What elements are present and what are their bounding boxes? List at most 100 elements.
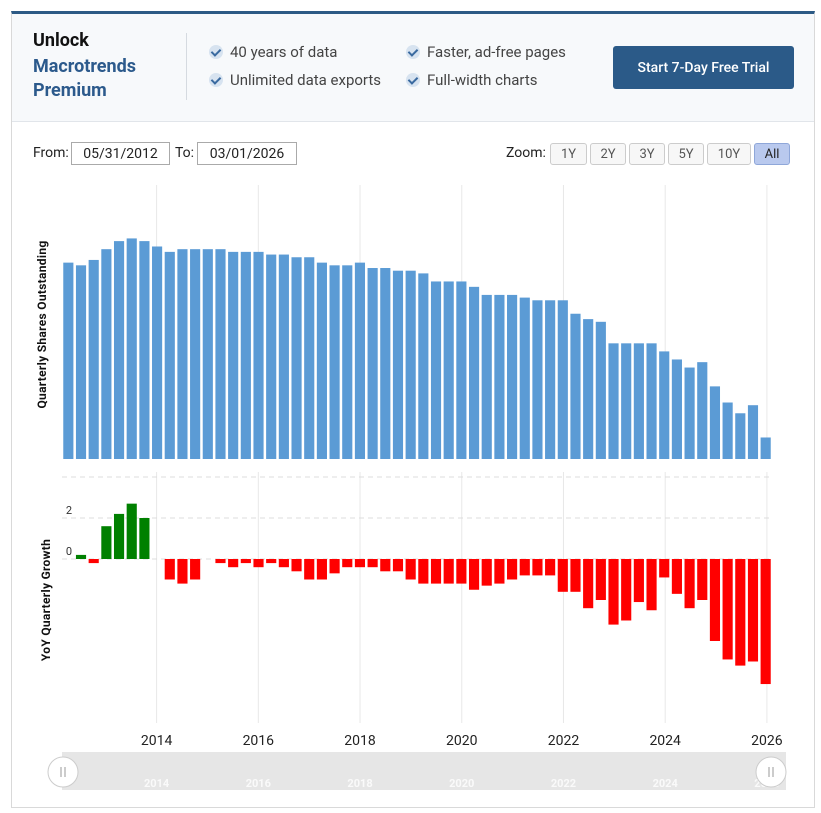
bar bbox=[735, 559, 746, 666]
bar bbox=[113, 241, 125, 459]
bar bbox=[266, 254, 277, 459]
bar bbox=[468, 559, 480, 590]
zoom-button[interactable]: 10Y bbox=[707, 143, 751, 165]
bar bbox=[63, 262, 74, 459]
from-input[interactable]: 05/31/2012 bbox=[71, 142, 170, 165]
bar bbox=[278, 254, 289, 459]
banner-title: Unlock bbox=[33, 30, 89, 51]
bar bbox=[113, 513, 125, 559]
bar bbox=[456, 281, 467, 459]
bar bbox=[468, 286, 480, 459]
bar bbox=[570, 559, 581, 592]
bar bbox=[722, 402, 733, 459]
bar bbox=[671, 359, 682, 459]
bar bbox=[659, 559, 670, 578]
bar bbox=[519, 559, 530, 576]
bar bbox=[367, 559, 378, 568]
navigator-handle[interactable] bbox=[47, 756, 79, 788]
bar bbox=[608, 343, 619, 459]
bar bbox=[671, 559, 682, 594]
bar bbox=[75, 265, 87, 459]
bar bbox=[735, 413, 746, 459]
navigator-label: 2016 bbox=[246, 777, 271, 790]
bar bbox=[608, 559, 619, 625]
bar bbox=[494, 294, 505, 459]
bar bbox=[291, 257, 302, 459]
bar bbox=[583, 319, 594, 459]
bar bbox=[583, 559, 594, 609]
bar bbox=[405, 559, 416, 580]
zoom-button[interactable]: 5Y bbox=[668, 143, 704, 165]
bar bbox=[418, 559, 429, 584]
bar bbox=[228, 559, 239, 568]
navigator-handle[interactable] bbox=[755, 756, 787, 788]
check-icon bbox=[209, 45, 223, 59]
bar bbox=[405, 270, 416, 459]
bar bbox=[367, 268, 378, 459]
bar bbox=[164, 559, 175, 580]
bar bbox=[443, 281, 454, 459]
x-tick-label: 2014 bbox=[141, 733, 173, 749]
feature-text: Full-width charts bbox=[427, 71, 538, 89]
bar bbox=[633, 343, 644, 459]
bar bbox=[240, 559, 251, 564]
feature: Unlimited data exports bbox=[209, 71, 381, 89]
bar bbox=[418, 273, 429, 459]
bar bbox=[126, 503, 137, 559]
bar bbox=[697, 362, 708, 459]
bar bbox=[659, 351, 670, 459]
bar bbox=[126, 238, 137, 459]
zoom-button[interactable]: 2Y bbox=[590, 143, 626, 165]
navigator-label: 2020 bbox=[449, 777, 474, 790]
zoom-button[interactable]: 3Y bbox=[629, 143, 665, 165]
bar bbox=[139, 518, 150, 559]
bar bbox=[532, 300, 543, 459]
zoom-button[interactable]: 1Y bbox=[550, 143, 587, 165]
divider bbox=[186, 33, 187, 100]
bar bbox=[278, 559, 289, 568]
bar bbox=[557, 559, 568, 592]
x-tick-label: 2024 bbox=[649, 733, 681, 749]
bar bbox=[430, 281, 442, 459]
feature: 40 years of data bbox=[209, 43, 337, 61]
bar bbox=[240, 251, 251, 459]
bar bbox=[519, 297, 530, 459]
bar bbox=[760, 559, 771, 685]
navigator bbox=[62, 752, 786, 790]
bar bbox=[760, 437, 771, 459]
bar bbox=[494, 559, 505, 584]
banner-subtitle: Macrotrends Premium bbox=[33, 56, 136, 101]
check-icon bbox=[406, 73, 420, 87]
bar bbox=[507, 559, 518, 580]
bar bbox=[215, 559, 226, 564]
bar bbox=[621, 559, 632, 621]
to-input[interactable]: 03/01/2026 bbox=[197, 142, 297, 165]
zoom-button[interactable]: All bbox=[754, 143, 790, 165]
bar bbox=[342, 265, 353, 459]
bar bbox=[316, 559, 327, 580]
y-tick-label: 2 bbox=[66, 504, 72, 517]
from-label: From: bbox=[33, 145, 69, 161]
bar bbox=[646, 559, 657, 611]
bar bbox=[342, 559, 353, 568]
bar bbox=[684, 367, 695, 459]
bar bbox=[722, 559, 733, 660]
bar bbox=[202, 249, 213, 459]
bar bbox=[507, 294, 518, 459]
bar bbox=[329, 265, 340, 459]
bar bbox=[88, 259, 99, 459]
check-icon bbox=[209, 73, 223, 87]
bar bbox=[164, 251, 175, 459]
check-icon bbox=[406, 45, 420, 59]
x-tick-label: 2022 bbox=[548, 733, 580, 749]
feature-text: Faster, ad-free pages bbox=[427, 43, 566, 61]
bar bbox=[481, 294, 492, 459]
bar bbox=[316, 262, 327, 459]
trial-button[interactable]: Start 7-Day Free Trial bbox=[613, 46, 794, 89]
bar bbox=[633, 559, 644, 603]
bar bbox=[190, 559, 201, 580]
bar bbox=[152, 246, 163, 459]
bar bbox=[747, 559, 759, 662]
